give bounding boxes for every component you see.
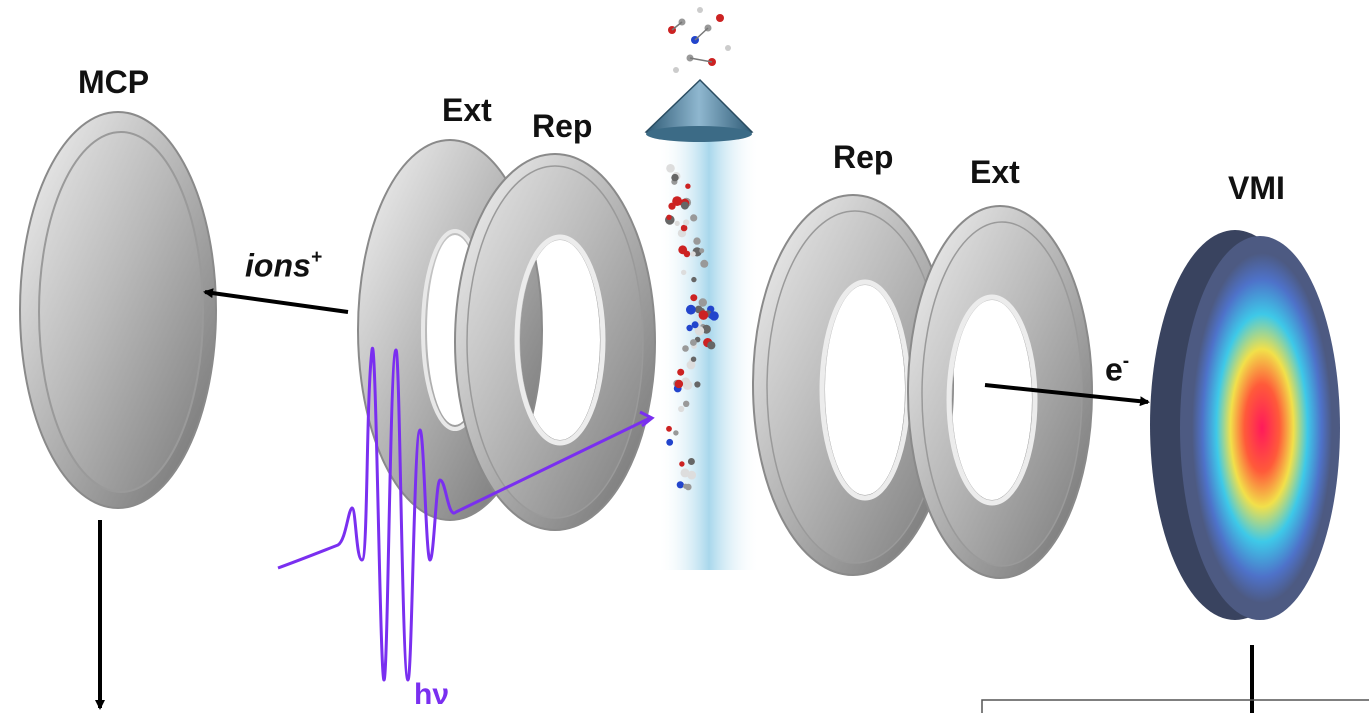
photon-wave: [277, 346, 655, 682]
molecular-beam: [658, 140, 760, 570]
beam-molecule-atom: [682, 345, 689, 352]
beam-molecule-atom: [672, 196, 682, 207]
ions-label-charge: +: [310, 247, 322, 268]
beam-molecule-atom: [709, 311, 719, 321]
beam-molecule-atom: [676, 481, 684, 489]
beam-molecule-atom: [690, 251, 696, 257]
beam-molecule-atom: [666, 438, 674, 446]
beam-molecule-atom: [690, 214, 698, 222]
electron-arrow: [984, 383, 1150, 407]
ext-right-label: Ext: [970, 154, 1020, 190]
beam-molecule-atom: [681, 377, 691, 387]
beam-molecule-atom: [691, 276, 697, 283]
electron-label: e-: [1105, 351, 1130, 388]
molecule-ball-stick-icon: [668, 7, 731, 73]
ions-label: ions+: [245, 247, 322, 284]
beam-molecule-atom: [677, 368, 685, 376]
beam-molecule-atom: [671, 173, 679, 182]
rep-right-label: Rep: [833, 139, 894, 175]
beam-molecule-atom: [698, 310, 709, 320]
beam-molecule-atom: [673, 430, 679, 436]
beam-molecule-atom: [674, 220, 680, 226]
rep-ring-right: [752, 194, 954, 576]
beam-molecule-atom: [687, 458, 695, 465]
beam-molecule-atom: [699, 248, 705, 254]
beam-molecule-atom: [666, 164, 675, 173]
ext-ring-right: [907, 205, 1093, 579]
vmi-label: VMI: [1228, 170, 1285, 206]
beam-molecule-atom: [678, 405, 685, 413]
beam-molecule-atom: [681, 269, 687, 276]
beam-molecule-atom: [694, 326, 705, 336]
beam-molecule-atom: [685, 183, 691, 189]
beam-molecule-atom: [686, 304, 696, 315]
mcp-label: MCP: [78, 64, 150, 100]
beam-molecule-atom: [686, 324, 693, 332]
beam-molecule-atom: [690, 356, 697, 362]
beam-molecule-atom: [683, 250, 691, 258]
mcp-plate: [19, 111, 217, 509]
ions-label-base: ions: [245, 247, 311, 284]
beam-molecule-atom: [679, 461, 685, 467]
beam-molecule-atom: [674, 379, 684, 389]
beam-molecule-atom: [693, 237, 701, 245]
electron-label-base: e: [1105, 351, 1123, 388]
beam-molecule-atom: [666, 214, 672, 220]
beam-molecule-atom: [683, 219, 690, 226]
beam-molecule-atom: [666, 425, 672, 432]
beam-molecule-atom: [680, 468, 690, 478]
beam-molecule-atom: [694, 381, 701, 388]
beam-molecule-atom: [680, 224, 688, 232]
beam-molecule-atom: [690, 339, 697, 346]
vmi-output-box: [981, 699, 1369, 713]
beam-molecule-atom: [698, 298, 707, 307]
vmi-detector: [1150, 230, 1340, 620]
beam-molecule-atom: [680, 201, 689, 210]
rep-ring-left: [454, 153, 656, 531]
ext-left-label: Ext: [442, 92, 492, 128]
beam-molecule-atom: [690, 294, 698, 302]
ions-arrow: [203, 288, 349, 314]
beam-molecule-atom: [685, 483, 692, 491]
beam-molecule-atom: [686, 360, 696, 370]
beam-molecule-atom: [691, 321, 699, 329]
conical-nozzle-icon: [644, 78, 754, 142]
beam-molecules: [665, 164, 719, 491]
beam-molecule-atom: [683, 400, 690, 407]
beam-molecule-atom: [700, 259, 709, 268]
rep-left-label: Rep: [532, 108, 593, 144]
electron-label-charge: -: [1122, 351, 1130, 372]
beam-molecule-atom: [707, 341, 716, 350]
photon-label: hν: [414, 678, 450, 711]
beam-molecule-atom: [668, 202, 676, 210]
